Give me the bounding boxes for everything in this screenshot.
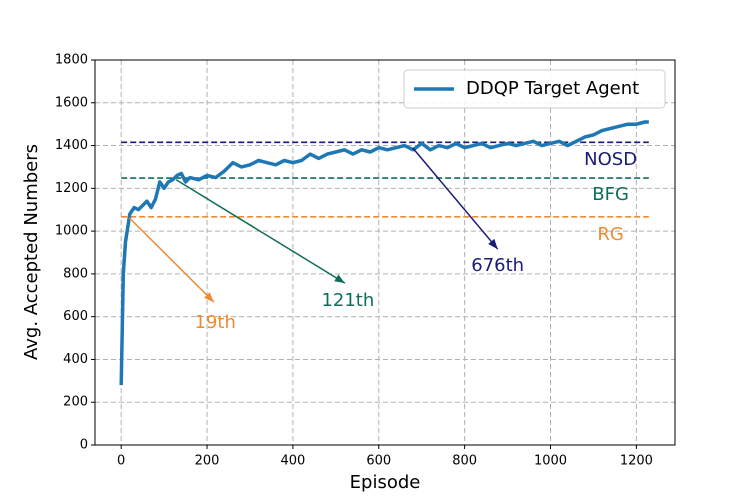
y-tick-label: 1800 [55,53,88,68]
y-tick-label: 1600 [55,95,88,110]
x-tick-label: 400 [280,454,305,469]
y-tick-label: 1400 [55,138,88,153]
y-tick-label: 400 [63,352,88,367]
annotation-text: RG [597,224,623,245]
annotation-text: 676th [471,255,524,276]
y-tick-label: 200 [63,395,88,410]
annotation-text: NOSD [584,149,637,170]
y-tick-label: 600 [63,309,88,324]
x-tick-label: 0 [117,454,125,469]
x-tick-label: 200 [195,454,220,469]
annotation-arrow [412,147,499,250]
annotation-text: BFG [592,184,629,205]
arrow-head [334,274,345,284]
legend-label: DDQP Target Agent [466,78,639,99]
arrow-head [488,238,498,250]
x-tick-label: 800 [452,454,477,469]
y-tick-label: 1200 [55,181,88,196]
annotation-text: 121th [321,290,374,311]
data-line [119,120,649,386]
y-axis-label: Avg. Accepted Numbers [21,144,42,360]
x-axis-label: Episode [350,472,421,493]
x-tick-label: 1000 [534,454,567,469]
legend-box [403,69,666,109]
annotation-text: 19th [195,312,236,333]
annotation-arrow [128,217,215,303]
legend: DDQP Target Agent [403,69,666,109]
annotation-arrow [175,179,346,284]
x-tick-label: 600 [366,454,391,469]
x-tick-label: 1200 [620,454,653,469]
y-tick-label: 1000 [55,224,88,239]
y-tick-label: 800 [63,266,88,281]
arrow-head [204,292,214,303]
plot-area [119,120,649,386]
y-tick-label: 0 [80,438,88,453]
plot-frame [94,59,676,446]
